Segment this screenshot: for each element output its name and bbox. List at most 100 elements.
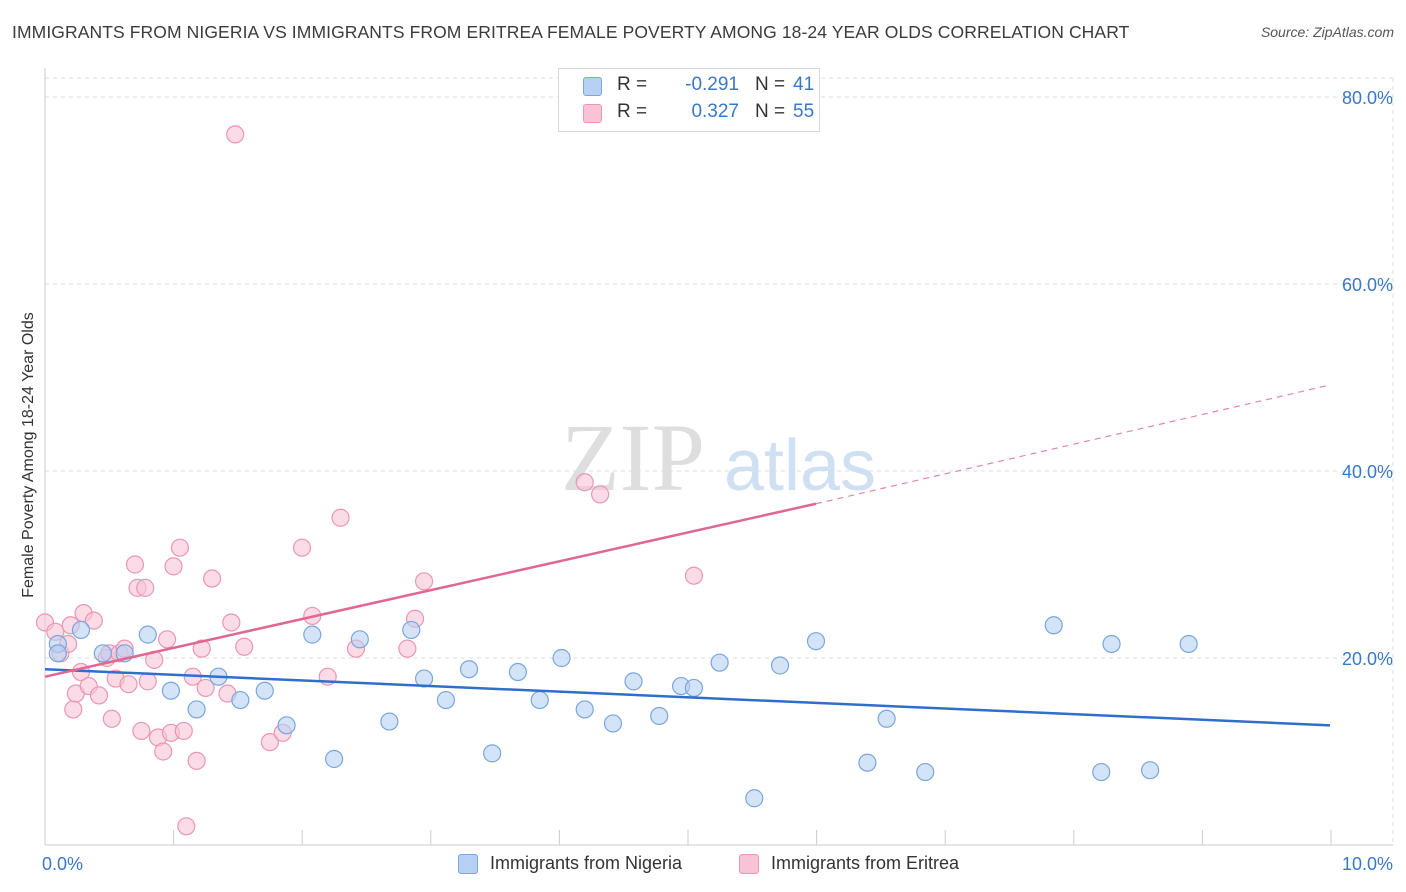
eritrea-trend-line bbox=[44, 502, 817, 678]
nigeria-point bbox=[916, 762, 935, 782]
nigeria-point bbox=[350, 630, 369, 649]
nigeria-point bbox=[1044, 616, 1063, 635]
nigeria-n-value: 41 bbox=[793, 74, 815, 95]
axes bbox=[44, 68, 1393, 846]
eritrea-point bbox=[591, 485, 610, 504]
eritrea-point bbox=[164, 557, 183, 576]
eritrea-point bbox=[331, 508, 350, 527]
nigeria-point bbox=[187, 700, 206, 719]
nigeria-point bbox=[231, 690, 250, 710]
eritrea-point bbox=[119, 675, 138, 694]
nigeria-point bbox=[380, 712, 399, 731]
watermark-atlas: atlas bbox=[724, 426, 876, 506]
eritrea-point bbox=[192, 639, 211, 658]
eritrea-point bbox=[575, 473, 594, 492]
nigeria-point bbox=[255, 681, 274, 700]
nigeria-point bbox=[303, 625, 322, 644]
nigeria-point bbox=[806, 632, 826, 651]
nigeria-point bbox=[138, 625, 157, 644]
nigeria-r-label: R = bbox=[617, 74, 648, 95]
eritrea-n-value: 55 bbox=[793, 101, 815, 122]
nigeria-point bbox=[508, 662, 527, 682]
nigeria-point bbox=[684, 678, 704, 698]
eritrea-point bbox=[177, 817, 196, 836]
nigeria-point bbox=[277, 716, 296, 735]
x-tick-label: 0.0% bbox=[42, 854, 83, 874]
nigeria-swatch bbox=[583, 77, 602, 96]
eritrea-point bbox=[398, 639, 417, 658]
nigeria-point bbox=[1179, 634, 1198, 654]
eritrea-n-label: N = bbox=[755, 101, 786, 122]
nigeria-point bbox=[745, 789, 764, 808]
eritrea-swatch bbox=[583, 104, 602, 123]
nigeria-point bbox=[650, 706, 669, 726]
gridlines bbox=[45, 77, 1394, 845]
trend-lines bbox=[44, 384, 1331, 727]
eritrea-point bbox=[132, 721, 151, 741]
eritrea-point bbox=[292, 538, 312, 557]
eritrea-point bbox=[157, 630, 177, 649]
eritrea-point bbox=[154, 742, 173, 761]
eritrea-point bbox=[684, 566, 704, 585]
nigeria-point bbox=[93, 644, 112, 663]
eritrea-trend-extension bbox=[815, 384, 1331, 505]
tick-labels: 20.0% 40.0% 60.0% 80.0% 0.0% 10.0% bbox=[42, 88, 1393, 874]
eritrea-point bbox=[170, 538, 190, 557]
nigeria-point bbox=[483, 744, 502, 763]
correlation-legend: R = -0.291 N = 41 R = 0.327 N = 55 bbox=[558, 68, 820, 132]
nigeria-point bbox=[414, 669, 434, 688]
eritrea-points bbox=[35, 125, 704, 836]
eritrea-point bbox=[89, 686, 109, 705]
watermark-zip: ZIP bbox=[561, 404, 705, 511]
nigeria-point bbox=[402, 620, 421, 640]
eritrea-point bbox=[235, 637, 254, 656]
nigeria-point bbox=[858, 753, 877, 772]
y-tick-label: 60.0% bbox=[1342, 275, 1393, 295]
nigeria-point bbox=[48, 644, 67, 663]
nigeria-point bbox=[710, 653, 729, 672]
nigeria-point bbox=[161, 681, 181, 700]
eritrea-point bbox=[260, 733, 279, 752]
eritrea-point bbox=[187, 751, 206, 770]
nigeria-legend-label: Immigrants from Nigeria bbox=[490, 853, 683, 873]
eritrea-point bbox=[222, 613, 241, 632]
eritrea-point bbox=[138, 672, 157, 691]
nigeria-point bbox=[459, 660, 479, 679]
nigeria-point bbox=[1102, 634, 1121, 654]
eritrea-legend-label: Immigrants from Eritrea bbox=[771, 853, 960, 873]
chart-title: IMMIGRANTS FROM NIGERIA VS IMMIGRANTS FR… bbox=[12, 22, 1130, 42]
nigeria-point bbox=[552, 648, 571, 668]
y-tick-label: 40.0% bbox=[1342, 462, 1393, 482]
watermark: ZIP atlas bbox=[561, 404, 876, 511]
y-axis-label: Female Poverty Among 18-24 Year Olds bbox=[20, 312, 37, 598]
nigeria-point bbox=[1092, 762, 1111, 782]
nigeria-legend-swatch bbox=[458, 854, 478, 874]
eritrea-r-label: R = bbox=[617, 101, 648, 122]
eritrea-point bbox=[102, 709, 121, 728]
nigeria-point bbox=[877, 709, 896, 728]
eritrea-point bbox=[84, 611, 103, 630]
nigeria-r-value: -0.291 bbox=[685, 74, 739, 95]
nigeria-point bbox=[1140, 761, 1160, 780]
nigeria-point bbox=[71, 620, 91, 640]
y-tick-label: 80.0% bbox=[1342, 88, 1393, 108]
eritrea-point bbox=[64, 700, 83, 719]
nigeria-point bbox=[436, 690, 456, 710]
nigeria-point bbox=[530, 690, 549, 710]
source-label: Source: ZipAtlas.com bbox=[1260, 24, 1394, 40]
eritrea-point bbox=[125, 555, 145, 574]
eritrea-legend-swatch bbox=[739, 854, 759, 874]
eritrea-point bbox=[136, 578, 155, 597]
nigeria-point bbox=[575, 700, 594, 719]
nigeria-point bbox=[325, 749, 344, 769]
eritrea-point bbox=[414, 572, 434, 591]
nigeria-points bbox=[48, 616, 1198, 808]
eritrea-point bbox=[174, 721, 193, 741]
eritrea-point bbox=[196, 678, 215, 698]
eritrea-point bbox=[226, 125, 245, 144]
eritrea-r-value: 0.327 bbox=[691, 101, 739, 122]
nigeria-point bbox=[770, 656, 790, 675]
nigeria-n-label: N = bbox=[755, 74, 786, 95]
x-tick-label: 10.0% bbox=[1342, 854, 1393, 874]
